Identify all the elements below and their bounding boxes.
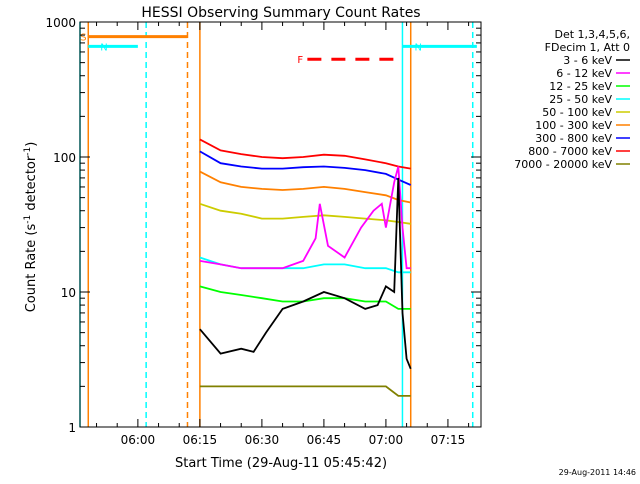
x-axis-label: Start Time (29-Aug-11 05:45:42) [175,456,387,471]
x-tick-label-4: 07:00 [369,433,404,447]
legend-label-7: 800 - 7000 keV [528,145,612,158]
series-line-6 [199,150,412,186]
y-axis-label-end: ) [24,142,39,147]
legend-label-1: 6 - 12 keV [556,67,612,80]
legend-header-1: FDecim 1, Att 0 [545,41,630,54]
x-tick-label-0: 06:00 [121,433,156,447]
legend-label-2: 12 - 25 keV [549,80,612,93]
y-axis-label-main: Count Rate (s [24,224,39,313]
plot-frame [79,21,482,428]
series-line-7 [199,138,411,170]
flag-label-1: N [100,42,107,53]
legend-label-5: 100 - 300 keV [535,119,612,132]
legend-label-0: 3 - 6 keV [563,54,612,67]
series-line-1 [199,166,411,270]
x-tick-label-3: 06:45 [307,433,342,447]
series-line-5 [199,170,411,204]
x-tick-label-1: 06:15 [183,433,218,447]
y-axis-label-mid: detector [24,155,39,215]
y-axis-label-sup1: -1 [23,215,33,224]
legend-label-3: 25 - 50 keV [549,93,612,106]
footer-timestamp: 29-Aug-2011 14:46 [559,468,636,477]
series-line-8 [199,385,411,397]
y-axis-label: Count Rate (s-1 detector-1) [23,142,39,313]
flag-label-2: N [414,42,421,53]
flag-label-3: F [297,55,303,66]
series-line-2 [199,285,411,310]
legend-label-8: 7000 - 20000 keV [514,158,612,171]
legend-label-4: 50 - 100 keV [542,106,612,119]
legend-label-6: 300 - 800 keV [535,132,612,145]
flag-label-0: S [80,33,86,44]
y-tick-label-1: 10 [61,286,76,300]
y-tick-label-0: 1 [68,421,76,435]
legend-header-0: Det 1,3,4,5,6, [554,28,630,41]
x-tick-label-5: 07:15 [431,433,466,447]
series-line-0 [199,177,412,370]
y-tick-label-2: 100 [53,151,76,165]
y-tick-label-3: 1000 [45,16,76,30]
chart-title: HESSI Observing Summary Count Rates [141,5,420,21]
y-axis-label-sup2: -1 [23,147,33,156]
x-tick-label-2: 06:30 [245,433,280,447]
